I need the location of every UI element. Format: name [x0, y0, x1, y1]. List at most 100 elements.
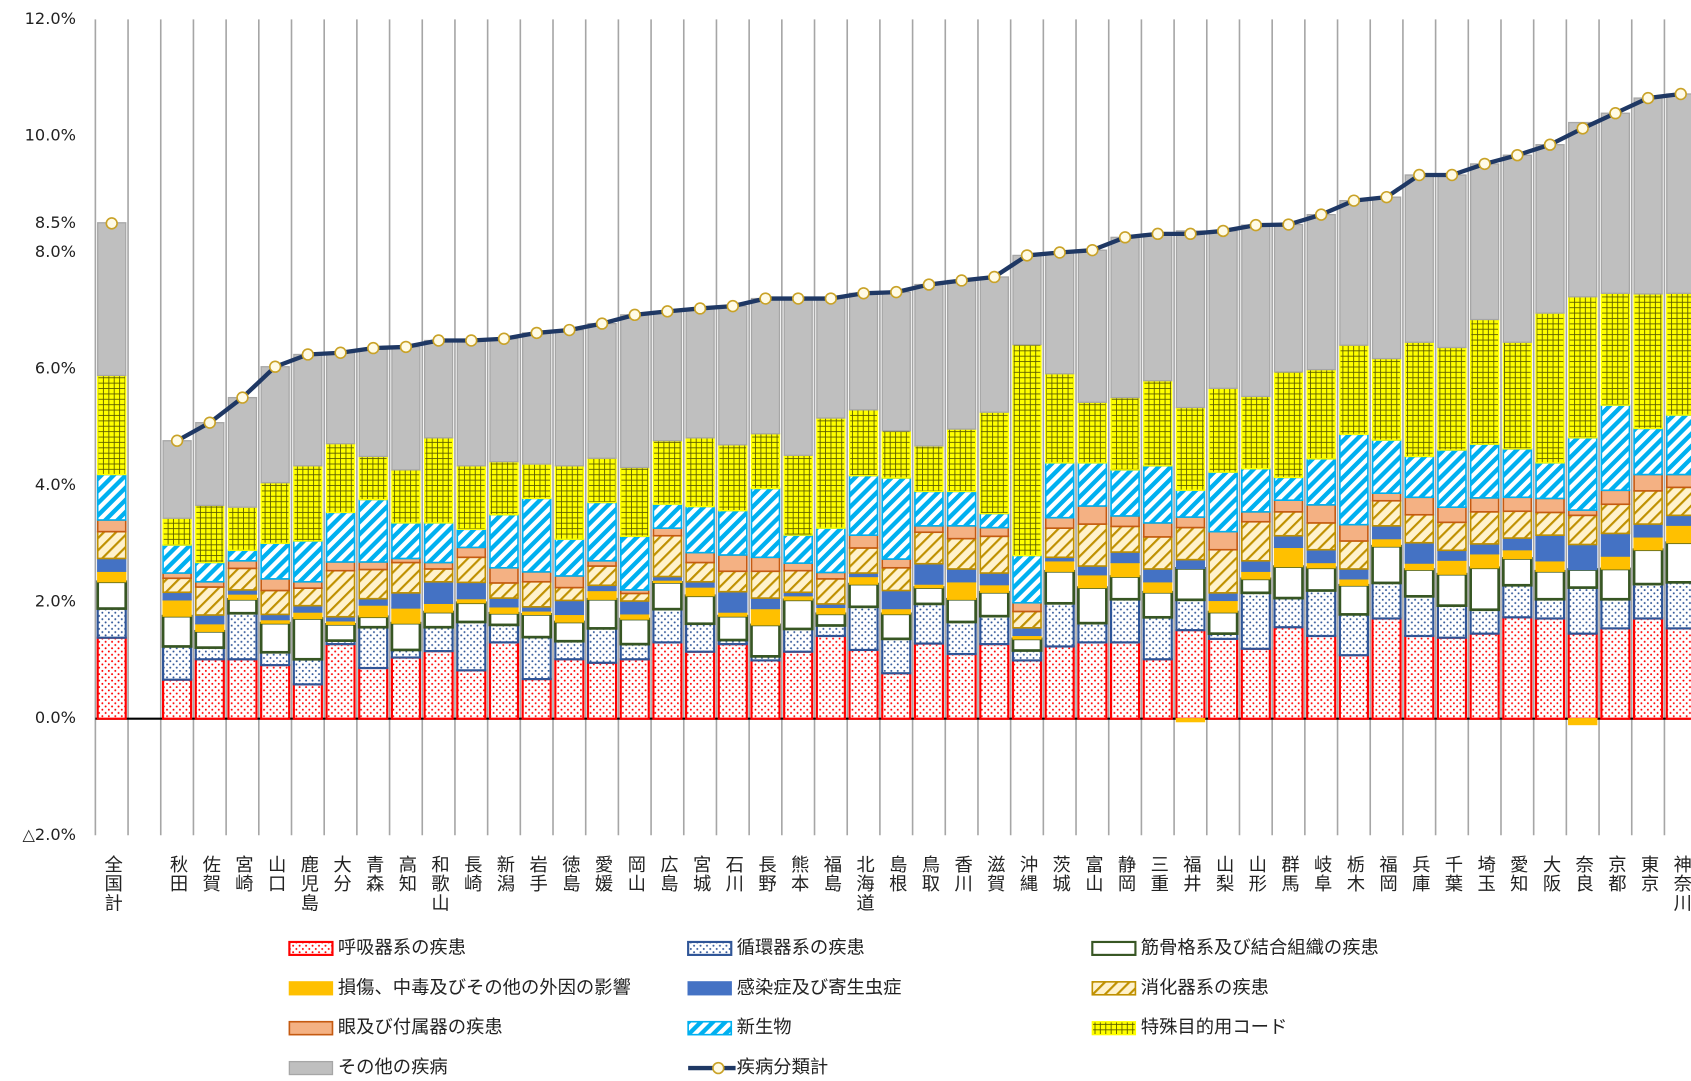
x-tick-label: 青森	[363, 855, 384, 894]
bar-segment	[1143, 380, 1173, 467]
bar-segment	[1403, 568, 1435, 598]
legend-label: 消化器系の疾患	[1141, 977, 1269, 998]
bar-segment	[718, 305, 748, 446]
bar-segment	[1077, 523, 1108, 567]
bar-segment	[1110, 561, 1140, 578]
bar-segment	[293, 587, 323, 607]
bar-segment	[1142, 616, 1173, 661]
bar-segment	[1044, 602, 1075, 648]
bar-segment	[652, 581, 683, 611]
x-tick-label: 新潟	[494, 855, 515, 894]
x-tick-label: 岩手	[527, 855, 548, 894]
x-tick-label: 福岡	[1377, 855, 1398, 894]
bar-segment	[194, 586, 225, 616]
bar-segment	[423, 522, 454, 564]
bar-segment	[750, 607, 781, 626]
bar-segment	[391, 469, 421, 524]
bar-segment	[96, 530, 127, 560]
bar-segment	[979, 276, 1009, 413]
bar-segment	[1632, 617, 1664, 720]
x-tick-label: 広島	[657, 855, 678, 894]
bar-segment	[391, 592, 421, 609]
bar-segment	[1502, 549, 1532, 560]
bar-segment	[357, 615, 389, 629]
bar-segment	[227, 549, 258, 562]
bar-segment	[717, 509, 748, 556]
x-tick-label: 長野	[755, 855, 776, 894]
bar-segment	[1306, 504, 1337, 524]
legend-swatch	[1091, 940, 1137, 956]
x-tick-label: 佐賀	[200, 855, 221, 894]
bar-segment	[521, 636, 552, 681]
bar-segment	[913, 602, 945, 645]
bar-segment	[456, 546, 487, 559]
bar-segment	[783, 650, 814, 720]
bar-segment	[914, 445, 944, 493]
bar-segment	[488, 623, 520, 644]
bar-segment	[782, 598, 814, 631]
bar-segment	[587, 457, 617, 504]
bar-segment	[1208, 230, 1238, 389]
bar-segment	[1502, 584, 1533, 619]
bar-segment	[979, 535, 1010, 574]
bar-segment	[1534, 569, 1566, 601]
bar-segment	[227, 593, 258, 600]
bar-segment	[1502, 510, 1533, 539]
bar-segment	[1012, 601, 1042, 613]
bar-segment	[1338, 613, 1369, 657]
bar-segment	[293, 353, 323, 467]
bar-segment	[1404, 562, 1434, 571]
bar-segment	[1600, 532, 1631, 557]
bar-segment	[1339, 433, 1369, 526]
bar-segment	[1600, 404, 1631, 492]
bar-segment	[750, 433, 781, 490]
bar-segment	[685, 561, 715, 583]
bar-segment	[1143, 233, 1173, 382]
bar-segment	[619, 658, 650, 720]
bar-segment	[456, 669, 487, 720]
bar-segment	[1306, 457, 1337, 506]
legend-swatch	[288, 1060, 334, 1076]
bar-segment	[1436, 636, 1468, 720]
total-marker	[268, 360, 282, 373]
bar-segment	[488, 611, 520, 627]
bar-segment	[1665, 414, 1691, 476]
bar-segment	[1404, 496, 1435, 516]
bar-segment	[1469, 543, 1500, 555]
x-tick-label: 滋賀	[984, 855, 1005, 894]
bar-segment	[914, 490, 944, 527]
bar-segment	[816, 417, 846, 529]
bar-segment	[685, 650, 716, 720]
bar-segment	[586, 627, 618, 664]
bar-segment	[1371, 617, 1402, 720]
bar-segment	[1208, 548, 1238, 594]
bar-segment	[1502, 616, 1533, 720]
legend-swatch	[1091, 1021, 1137, 1036]
bar-segment	[293, 540, 323, 583]
y-tick-label: △2.0%	[22, 825, 75, 844]
bar-segment	[979, 526, 1010, 538]
bar-segment	[1371, 357, 1402, 441]
x-tick-label: 兵庫	[1409, 855, 1430, 894]
bar-segment	[1501, 557, 1533, 587]
x-tick-label: 北海道	[854, 855, 875, 913]
legend-label: 特殊目的用コード	[1141, 1017, 1287, 1038]
bar-segment	[718, 591, 748, 613]
bar-segment	[1077, 401, 1108, 464]
bar-segment	[1012, 343, 1042, 557]
legend-marker	[712, 1061, 725, 1075]
bar-segment	[1273, 371, 1304, 479]
bar-segment	[685, 505, 715, 554]
bar-segment	[260, 482, 290, 544]
total-marker	[1478, 157, 1491, 171]
bar-segment	[1175, 516, 1206, 529]
bar-segment	[1535, 312, 1565, 464]
bar-segment	[227, 567, 258, 591]
bar-segment	[1469, 497, 1500, 513]
bar-segment	[1666, 93, 1691, 294]
total-marker	[1118, 231, 1132, 244]
bar-segment	[358, 348, 388, 458]
x-tick-label: 富山	[1082, 855, 1103, 894]
bar-segment	[848, 648, 879, 720]
bar-segment	[260, 578, 290, 592]
